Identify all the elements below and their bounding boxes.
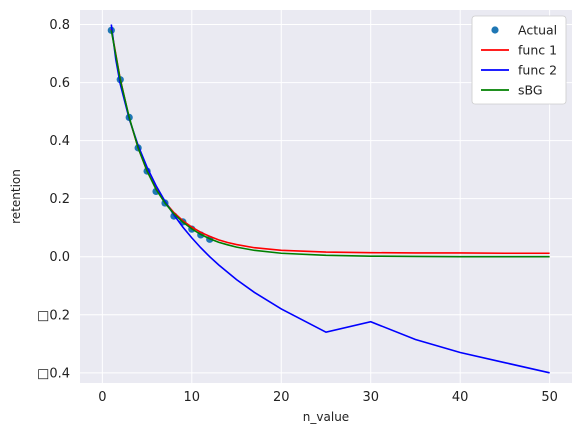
series-line-sbg <box>110 30 550 258</box>
legend-marker <box>491 26 499 34</box>
x-tick-label: 10 <box>184 390 201 405</box>
y-tick-label: □0.4 <box>37 366 70 381</box>
legend-label: sBG <box>518 83 543 98</box>
legend-label: func 1 <box>518 43 557 58</box>
y-axis-label: retention <box>9 169 23 224</box>
y-tick-label: 0.6 <box>49 76 70 91</box>
series-layer <box>107 24 550 374</box>
legend-label: Actual <box>518 23 557 38</box>
x-tick-label: 40 <box>452 390 469 405</box>
legend-box <box>471 15 567 105</box>
y-tick-label: 0.4 <box>49 134 70 149</box>
x-tick-label: 50 <box>541 390 558 405</box>
tick-labels: 0 10 20 30 40 50 0.8 0.6 0.4 0.2 0.0 □0.2 □0.4 <box>37 18 558 405</box>
x-tick-label: 0 <box>98 390 106 405</box>
y-tick-label: 0.0 <box>49 250 70 265</box>
y-tick-label: □0.2 <box>37 308 70 323</box>
x-axis-label: n_value <box>303 410 349 424</box>
x-tick-label: 20 <box>273 390 290 405</box>
legend-label: func 2 <box>518 63 557 78</box>
y-tick-label: 0.8 <box>49 18 70 33</box>
legend: Actual func 1 func 2 sBG <box>471 15 567 105</box>
y-tick-label: 0.2 <box>49 192 70 207</box>
x-tick-label: 30 <box>362 390 379 405</box>
